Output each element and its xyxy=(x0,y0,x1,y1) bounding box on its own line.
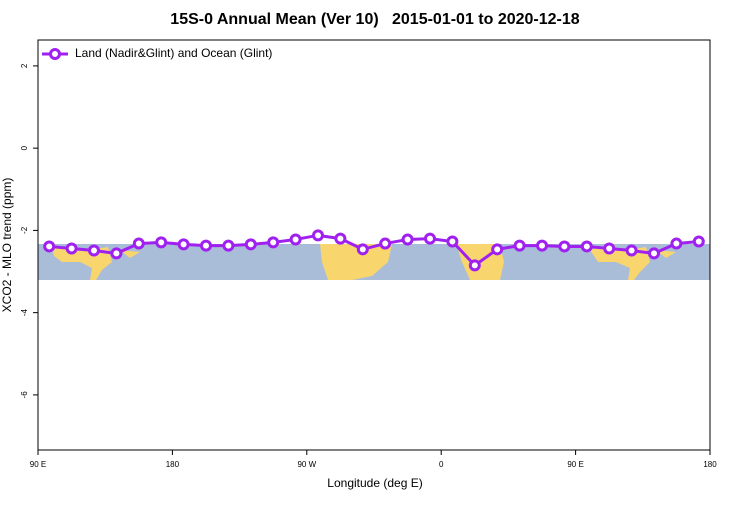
data-point xyxy=(132,237,145,250)
data-point xyxy=(580,240,593,253)
data-point xyxy=(558,240,571,253)
data-point xyxy=(356,243,369,256)
data-point xyxy=(491,243,504,256)
data-point xyxy=(379,237,392,250)
data-point xyxy=(692,235,705,248)
data-point xyxy=(513,239,526,252)
data-point xyxy=(43,240,56,253)
data-point xyxy=(155,236,168,249)
x-tick-label: 90 E xyxy=(567,460,583,469)
data-point xyxy=(468,259,481,272)
y-axis-label: XCO2 - MLO trend (ppm) xyxy=(0,178,14,313)
y-tick-label: 0 xyxy=(20,145,29,150)
legend-label: Land (Nadir&Glint) and Ocean (Glint) xyxy=(75,46,272,60)
x-tick-label: 90 W xyxy=(297,460,316,469)
data-point xyxy=(648,247,660,260)
data-point xyxy=(177,238,190,251)
data-point xyxy=(110,247,123,260)
data-point xyxy=(625,244,638,257)
x-axis-label: Longitude (deg E) xyxy=(327,476,422,490)
data-point xyxy=(267,236,280,249)
data-point xyxy=(289,233,302,246)
y-tick-label: -2 xyxy=(20,226,29,234)
x-tick-label: 180 xyxy=(166,460,180,469)
data-point xyxy=(670,237,683,250)
legend-marker xyxy=(49,48,61,60)
data-point xyxy=(244,238,257,251)
x-tick-label: 0 xyxy=(439,460,444,469)
plot-frame xyxy=(37,39,711,451)
y-tick-label: -4 xyxy=(20,309,29,317)
data-point xyxy=(424,232,436,245)
y-tick-label: -6 xyxy=(20,391,29,399)
data-point xyxy=(88,244,100,257)
x-tick-label: 90 E xyxy=(30,460,46,469)
chart-title: 15S-0 Annual Mean (Ver 10) 2015-01-01 to… xyxy=(170,11,579,28)
data-point xyxy=(334,232,347,245)
data-point xyxy=(222,239,235,252)
data-point xyxy=(446,235,459,248)
data-point xyxy=(536,239,548,252)
data-point xyxy=(65,242,78,255)
data-point xyxy=(603,242,616,255)
data-point xyxy=(401,233,414,246)
x-tick-label: 180 xyxy=(703,460,717,469)
data-point xyxy=(312,229,324,242)
data-point xyxy=(200,239,212,252)
map-background xyxy=(38,244,710,280)
y-tick-label: 2 xyxy=(20,63,29,68)
